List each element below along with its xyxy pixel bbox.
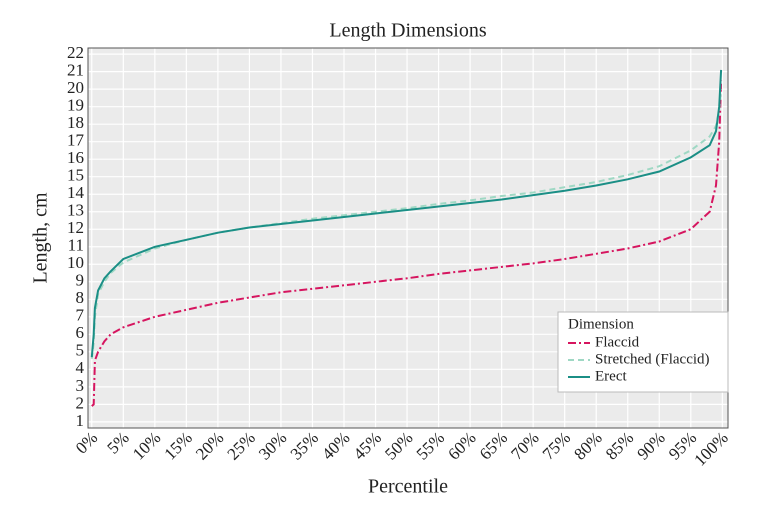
y-tick-label: 22 bbox=[67, 43, 84, 62]
legend-title: Dimension bbox=[568, 316, 634, 332]
x-tick-label: 65% bbox=[476, 428, 511, 463]
lines bbox=[90, 69, 723, 407]
plot-frame bbox=[87, 47, 729, 429]
y-tick-label: 14 bbox=[67, 183, 85, 202]
y-tick-label: 16 bbox=[67, 148, 84, 167]
x-tick-label: 50% bbox=[381, 428, 416, 463]
x-tick-label: 70% bbox=[507, 428, 542, 463]
series-line bbox=[91, 80, 723, 407]
x-tick-label: 5% bbox=[103, 428, 132, 457]
y-tick-label: 18 bbox=[67, 113, 84, 132]
x-tick-label: 45% bbox=[350, 428, 385, 463]
x-tick-label: 35% bbox=[287, 428, 322, 463]
y-tick-label: 21 bbox=[67, 61, 84, 80]
y-tick-label: 17 bbox=[67, 131, 85, 150]
series-line bbox=[90, 69, 723, 358]
y-tick-label: 4 bbox=[76, 358, 85, 377]
x-tick-label: 15% bbox=[160, 428, 195, 463]
y-tick-label: 2 bbox=[76, 393, 85, 412]
x-tick-label: 75% bbox=[539, 428, 574, 463]
x-tick-label: 80% bbox=[570, 428, 605, 463]
y-tick-label: 9 bbox=[76, 271, 85, 290]
x-tick-label: 30% bbox=[255, 428, 290, 463]
x-tick-label: 10% bbox=[129, 428, 164, 463]
y-tick-label: 15 bbox=[67, 166, 84, 185]
y-tick-label: 12 bbox=[67, 218, 84, 237]
y-tick-label: 6 bbox=[76, 323, 85, 342]
y-tick-label: 1 bbox=[76, 411, 85, 430]
y-tick-label: 20 bbox=[67, 78, 84, 97]
y-tick-label: 5 bbox=[76, 341, 85, 360]
y-tick-label: 3 bbox=[76, 376, 85, 395]
y-tick-label: 19 bbox=[67, 96, 84, 115]
x-tick-label: 25% bbox=[224, 428, 259, 463]
y-tick-label: 8 bbox=[76, 288, 85, 307]
x-tick-label: 40% bbox=[318, 428, 353, 463]
y-axis-label: Length, cm bbox=[30, 192, 52, 284]
chart-title: Length Dimensions bbox=[329, 20, 486, 42]
y-tick-label: 11 bbox=[68, 236, 84, 255]
x-tick-label: 85% bbox=[602, 428, 637, 463]
legend-label: Flaccid bbox=[595, 334, 640, 350]
x-tick-label: 55% bbox=[413, 428, 448, 463]
x-tick-label: 60% bbox=[444, 428, 479, 463]
series-line bbox=[90, 89, 723, 359]
legend-label: Erect bbox=[595, 368, 627, 384]
x-axis-label: Percentile bbox=[368, 476, 448, 498]
y-tick-label: 10 bbox=[67, 253, 84, 272]
y-tick-label: 13 bbox=[67, 201, 84, 220]
legend-label: Stretched (Flaccid) bbox=[595, 351, 710, 367]
x-tick-label: 20% bbox=[192, 428, 227, 463]
x-tick-label: 0% bbox=[72, 428, 101, 457]
legend-box bbox=[557, 311, 729, 393]
y-tick-label: 7 bbox=[76, 306, 85, 325]
x-tick-label: 100% bbox=[690, 428, 731, 469]
x-tick-label: 90% bbox=[633, 428, 668, 463]
